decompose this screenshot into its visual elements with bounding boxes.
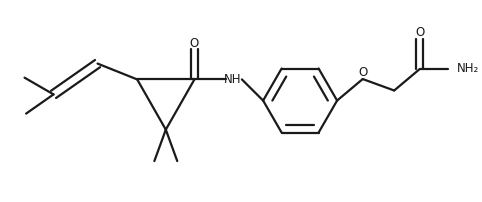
Text: NH₂: NH₂ — [457, 62, 479, 76]
Text: NH: NH — [224, 73, 242, 86]
Text: O: O — [415, 26, 425, 39]
Text: O: O — [190, 37, 199, 50]
Text: O: O — [358, 65, 367, 79]
